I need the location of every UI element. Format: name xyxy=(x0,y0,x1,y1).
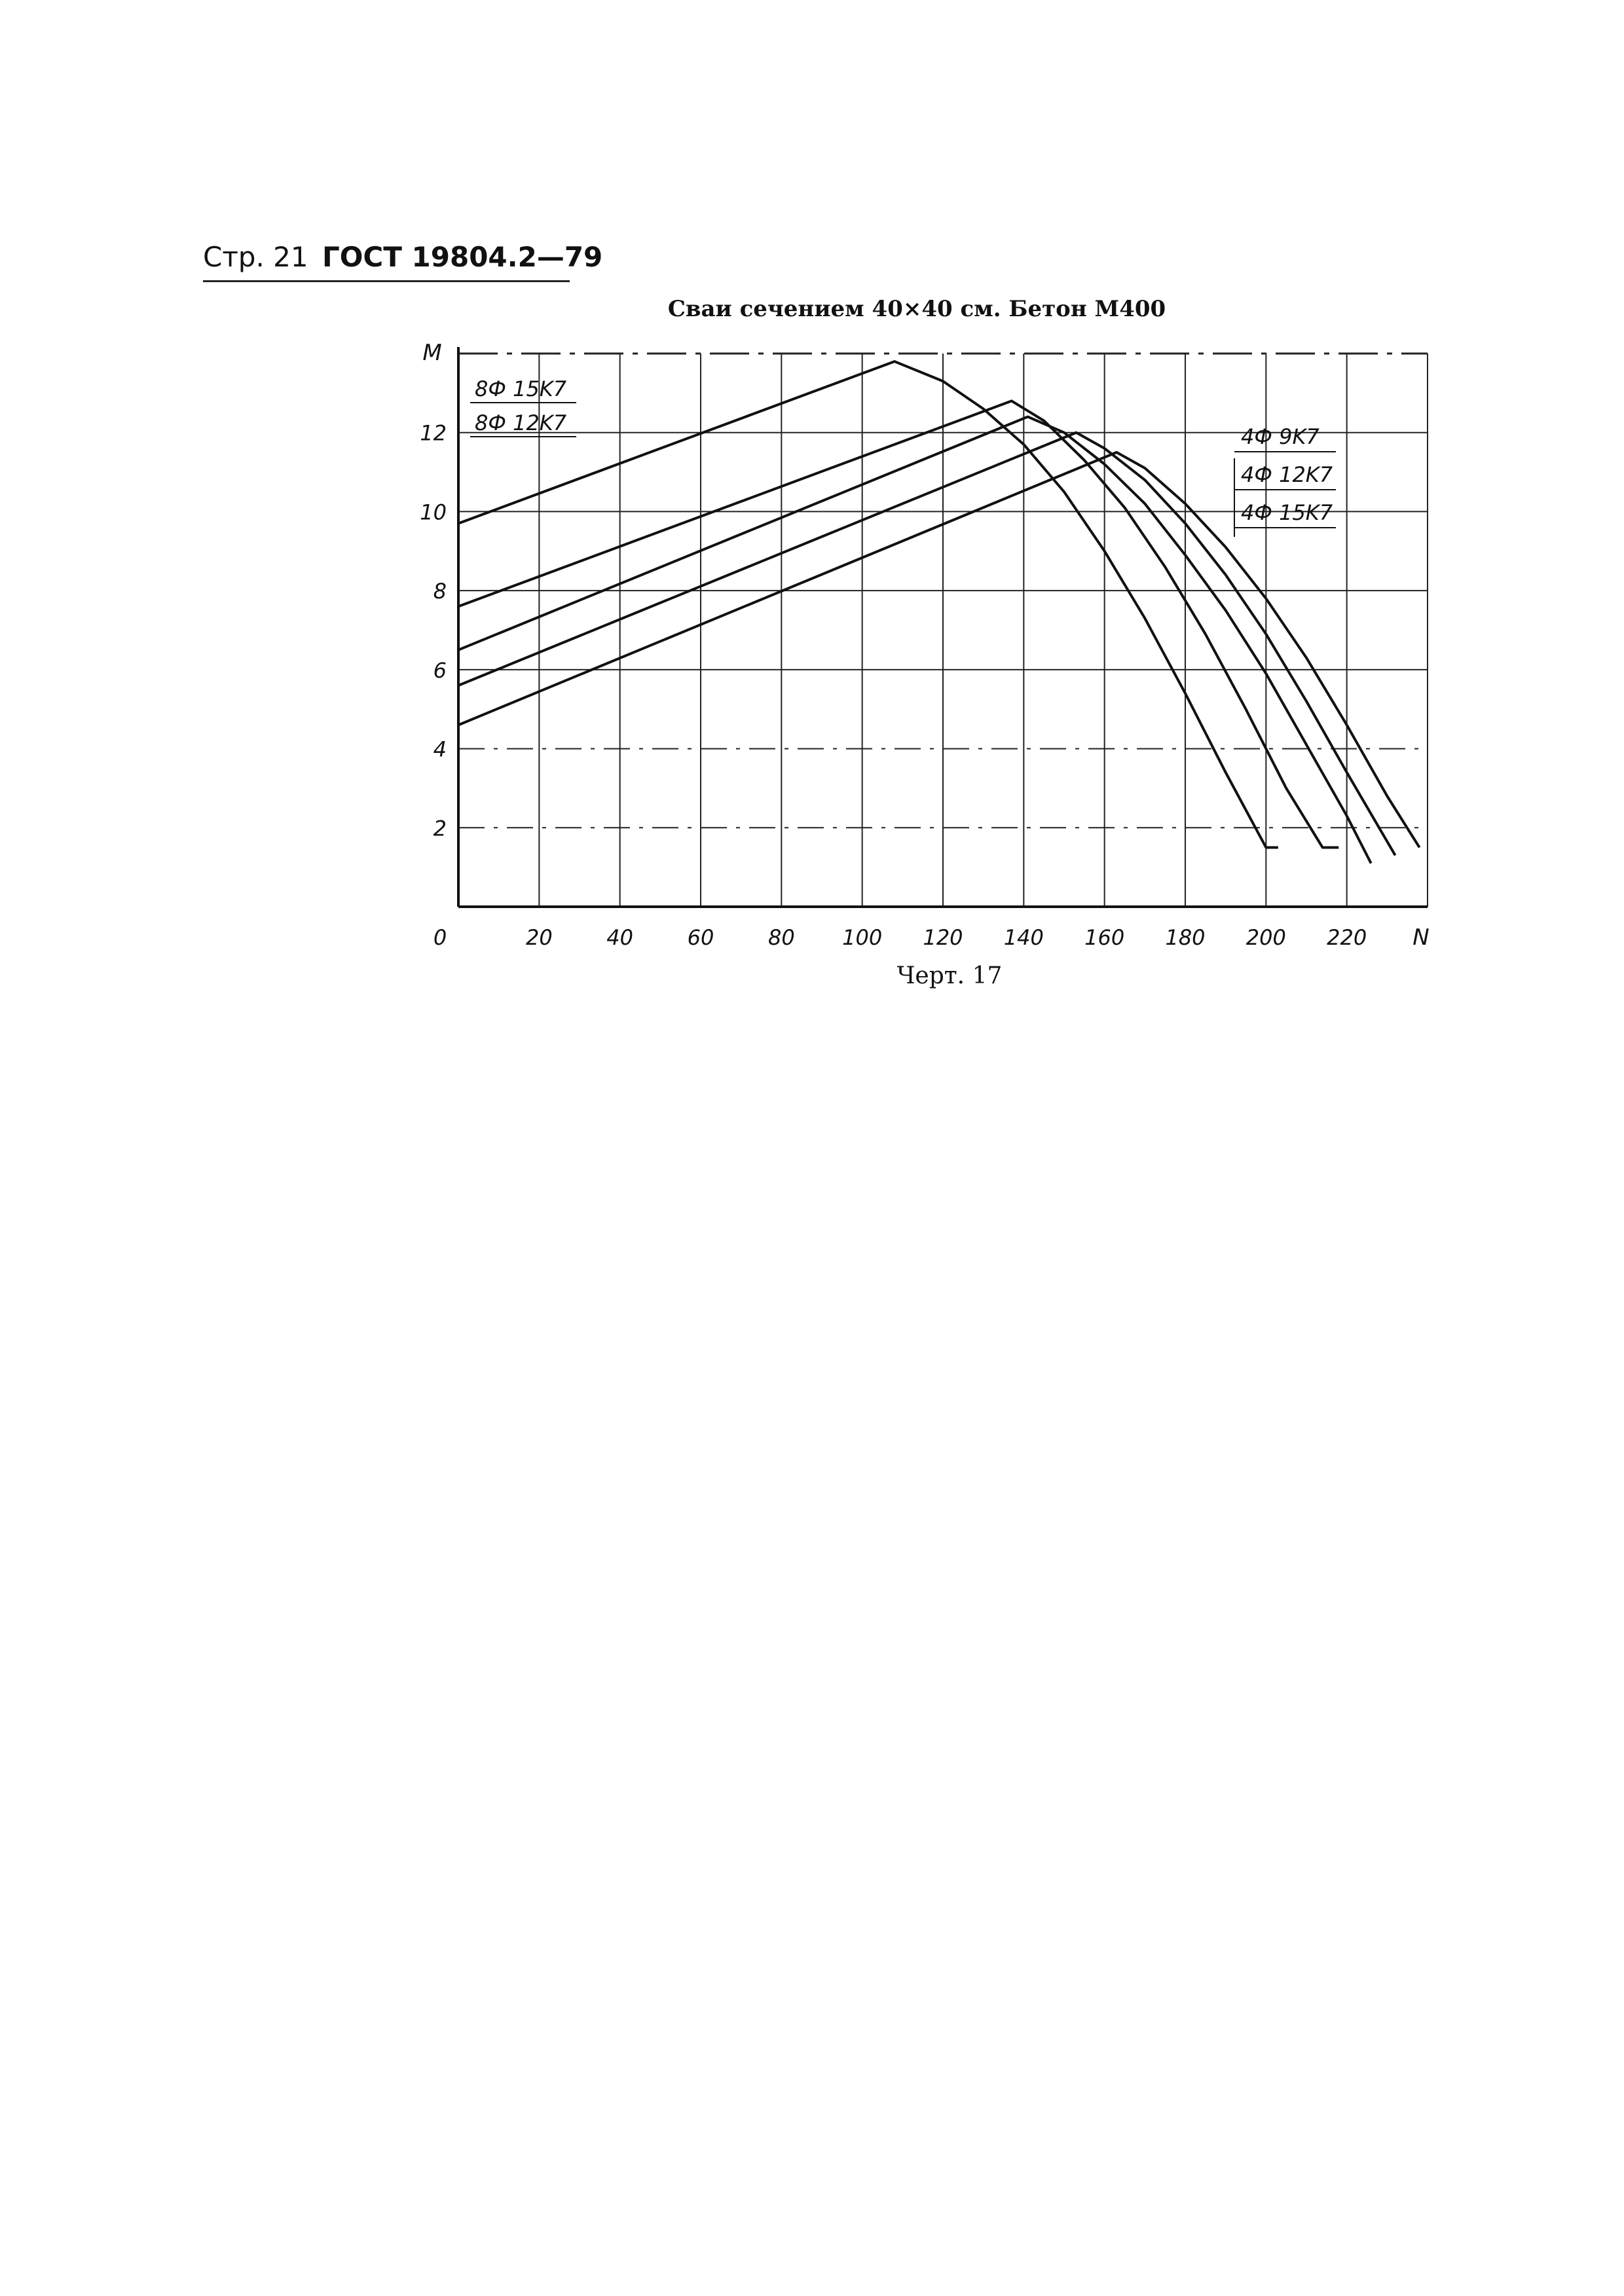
y-tick-label: 4 xyxy=(434,737,447,762)
x-tick-label: 180 xyxy=(1165,925,1205,950)
x-tick-label: 80 xyxy=(768,925,795,950)
x-tick-label: 140 xyxy=(1004,925,1044,950)
figure-caption: Черт. 17 xyxy=(896,962,1003,989)
x-tick-label: 100 xyxy=(842,925,882,950)
x-tick-label: 60 xyxy=(688,925,714,950)
y-tick-label: 10 xyxy=(420,500,447,524)
x-tick-label: 20 xyxy=(526,925,553,950)
x-tick-label: 0 xyxy=(434,925,447,950)
y-tick-label: 2 xyxy=(434,816,447,841)
chart-grid xyxy=(458,354,1428,907)
y-tick-label: 12 xyxy=(420,421,447,446)
standard-number: ГОСТ 19804.2—79 xyxy=(322,241,603,273)
legend-entry-right: 4Ф 9K7 xyxy=(1241,424,1320,449)
x-tick-label: 220 xyxy=(1327,925,1367,950)
x-tick-label: 40 xyxy=(606,925,633,950)
y-tick-label: 8 xyxy=(434,579,447,604)
legend-entry-left: 8Ф 15K7 xyxy=(475,376,567,401)
legend-entry-right: 4Ф 15K7 xyxy=(1241,500,1333,525)
legend-entry-right: 4Ф 12K7 xyxy=(1241,462,1333,487)
x-axis-label: N xyxy=(1412,924,1429,951)
x-tick-label: 160 xyxy=(1084,925,1124,950)
chart-axes xyxy=(457,347,1428,908)
series-line-3 xyxy=(458,415,1373,864)
chart-title: Сваи сечением 40×40 см. Бетон М400 xyxy=(667,296,1166,322)
series-line-2 xyxy=(458,399,1339,849)
page-header: Стр. 21 ГОСТ 19804.2—79 xyxy=(203,234,602,282)
series-line-5 xyxy=(458,450,1421,848)
series-line-1 xyxy=(458,360,1278,849)
series-line-4 xyxy=(458,431,1397,856)
y-tick-label: 6 xyxy=(434,658,447,683)
legend-entry-left: 8Ф 12K7 xyxy=(475,410,567,435)
chart-legend: 8Ф 15K7 8Ф 12K7 4Ф 9K7 4Ф 12K7 4Ф 15K7 xyxy=(470,376,1336,537)
y-axis-label: M xyxy=(422,340,441,366)
page-number: Стр. 21 xyxy=(203,241,308,273)
x-tick-label: 200 xyxy=(1246,925,1286,950)
chart-tick-labels: 0 20 40 60 80 100 120 140 160 180 200 220 2 4 6 8 10 12 M N xyxy=(420,340,1429,951)
chart: 0 20 40 60 80 100 120 140 160 180 200 220 2 4 6 8 10 12 M N… xyxy=(420,340,1429,951)
x-tick-label: 120 xyxy=(923,925,963,950)
chart-series xyxy=(458,360,1421,864)
